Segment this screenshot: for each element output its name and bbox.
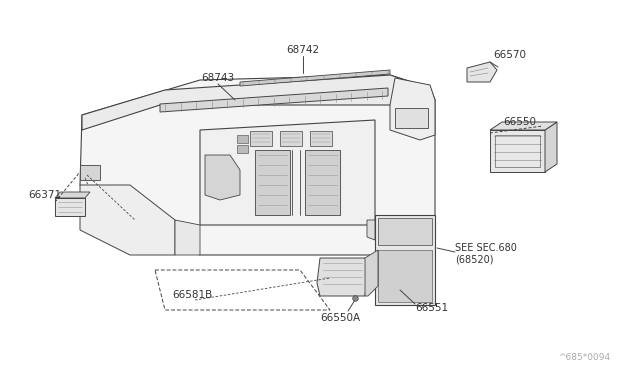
Polygon shape bbox=[175, 220, 200, 255]
Polygon shape bbox=[280, 131, 302, 146]
Polygon shape bbox=[240, 70, 390, 86]
Polygon shape bbox=[378, 218, 432, 245]
Circle shape bbox=[381, 233, 389, 241]
Text: (68520): (68520) bbox=[455, 255, 493, 265]
Polygon shape bbox=[365, 250, 378, 296]
Polygon shape bbox=[237, 135, 248, 143]
Text: 68743: 68743 bbox=[202, 73, 235, 83]
Text: 66371: 66371 bbox=[28, 190, 61, 200]
Polygon shape bbox=[305, 150, 340, 215]
Text: SEE SEC.680: SEE SEC.680 bbox=[455, 243, 517, 253]
Polygon shape bbox=[55, 192, 90, 198]
Text: 68742: 68742 bbox=[287, 45, 319, 55]
Polygon shape bbox=[80, 165, 100, 180]
Polygon shape bbox=[80, 185, 175, 255]
Polygon shape bbox=[237, 145, 248, 153]
Polygon shape bbox=[317, 258, 368, 296]
Polygon shape bbox=[255, 150, 290, 215]
Circle shape bbox=[413, 221, 421, 229]
Polygon shape bbox=[367, 220, 375, 240]
Polygon shape bbox=[490, 122, 557, 130]
Text: 66551: 66551 bbox=[415, 303, 448, 313]
Polygon shape bbox=[545, 122, 557, 172]
Circle shape bbox=[397, 233, 405, 241]
Polygon shape bbox=[250, 131, 272, 146]
Polygon shape bbox=[82, 75, 435, 130]
Text: 66570: 66570 bbox=[493, 50, 527, 60]
Circle shape bbox=[381, 221, 389, 229]
Polygon shape bbox=[467, 62, 497, 82]
Polygon shape bbox=[390, 78, 435, 140]
Text: ^685*0094: ^685*0094 bbox=[558, 353, 610, 362]
Polygon shape bbox=[375, 215, 435, 305]
Polygon shape bbox=[160, 88, 388, 112]
Polygon shape bbox=[378, 250, 432, 302]
Polygon shape bbox=[395, 108, 428, 128]
Text: 66550A: 66550A bbox=[320, 313, 360, 323]
Polygon shape bbox=[205, 155, 240, 200]
Text: 66550: 66550 bbox=[504, 117, 536, 127]
Polygon shape bbox=[310, 131, 332, 146]
Polygon shape bbox=[200, 120, 375, 225]
Polygon shape bbox=[55, 198, 85, 216]
Circle shape bbox=[397, 221, 405, 229]
Circle shape bbox=[413, 233, 421, 241]
Text: 66581B: 66581B bbox=[172, 290, 212, 300]
Polygon shape bbox=[490, 130, 545, 172]
Polygon shape bbox=[80, 75, 435, 255]
